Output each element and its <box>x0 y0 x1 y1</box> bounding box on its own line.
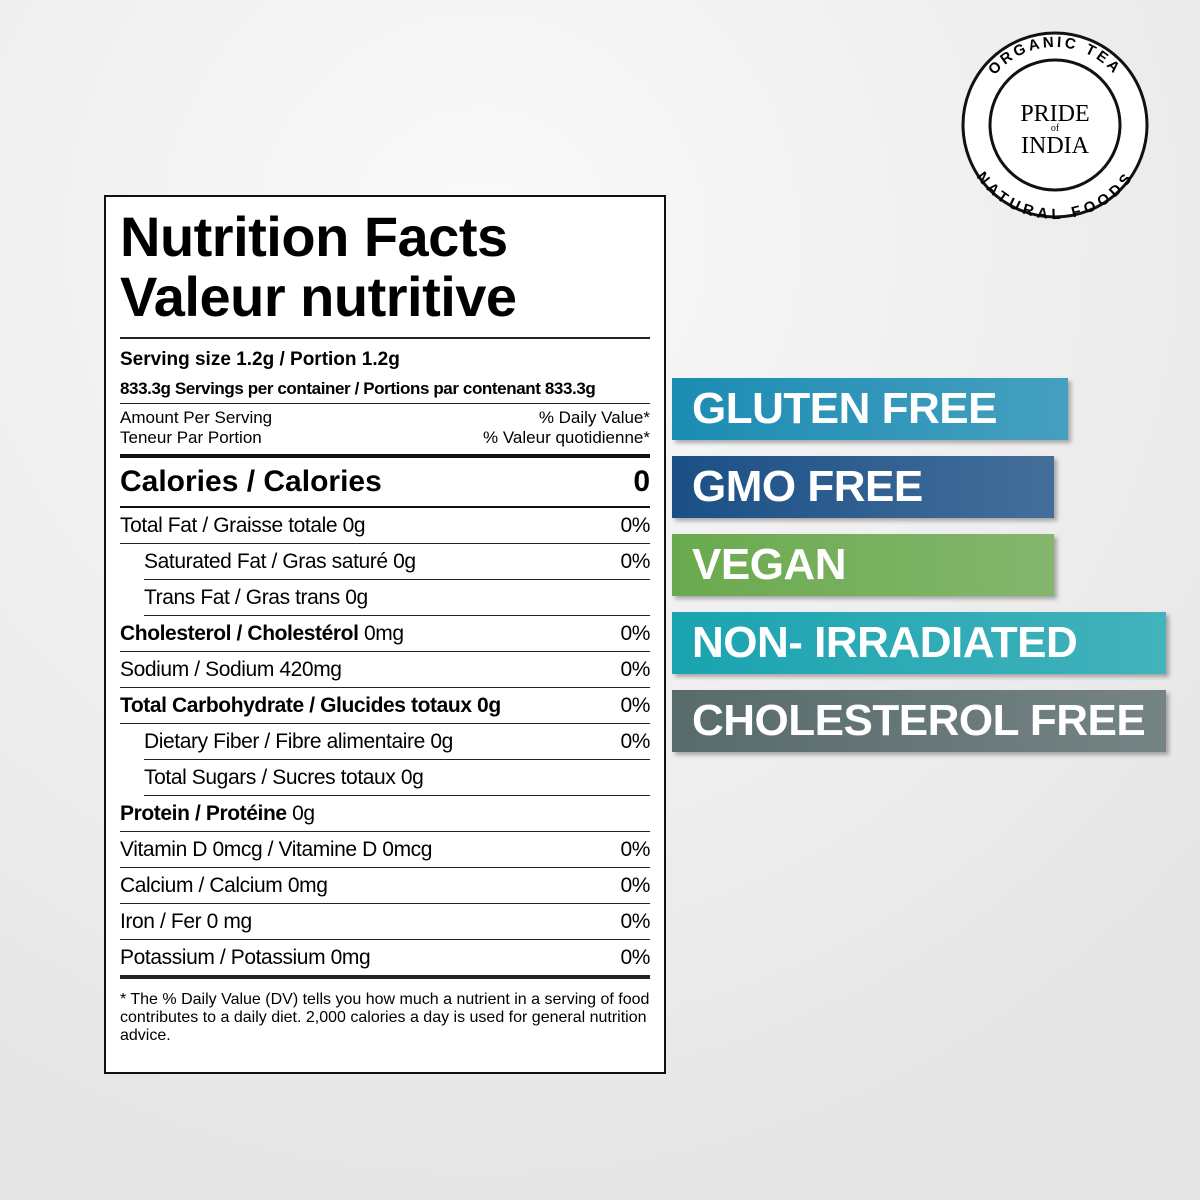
footnote: * The % Daily Value (DV) tells you how m… <box>120 991 650 1044</box>
nutrient-name: Cholesterol / Cholestérol <box>120 621 359 645</box>
title: Nutrition Facts <box>120 205 508 268</box>
badge: NON- IRRADIATED <box>672 612 1166 674</box>
nutrient-amount: 0g <box>345 585 368 609</box>
nutrient: Total Carbohydrate / Glucides totaux 0g <box>120 694 501 718</box>
nutrient: Saturated Fat / Gras saturé 0g <box>144 550 416 574</box>
nutrient-name: Calcium / Calcium <box>120 873 283 897</box>
logo: ORGANIC TEA NATURAL FOODS PRIDE of INDIA <box>961 31 1149 224</box>
nutrient: Iron / Fer 0 mg <box>120 910 252 934</box>
nutrient-row: Total Carbohydrate / Glucides totaux 0g 0… <box>120 688 650 724</box>
brand-of: of <box>1051 123 1060 134</box>
nutrient-name: Trans Fat / Gras trans <box>144 585 340 609</box>
nutrition-label: Nutrition Facts Valeur nutritive Serving… <box>104 195 666 1074</box>
dv-fr: % Valeur quotidienne* <box>483 428 650 447</box>
nutrient-name: Potassium / Potassium <box>120 945 326 969</box>
nutrient: Cholesterol / Cholestérol 0mg <box>120 622 404 646</box>
nutrient-name: Total Carbohydrate / Glucides totaux 0g <box>120 693 501 717</box>
nutrient-row: Cholesterol / Cholestérol 0mg 0% <box>120 616 650 652</box>
badge: GLUTEN FREE <box>672 378 1068 440</box>
nutrient-amount: 0mcg <box>382 837 433 861</box>
nutrient-row: Trans Fat / Gras trans 0g <box>144 580 650 616</box>
brand-line: PRIDE <box>1020 101 1089 127</box>
badge: GMO FREE <box>672 456 1054 518</box>
nutrient-amount: 0mg <box>330 945 371 969</box>
nutrient: Potassium / Potassium 0mg <box>120 945 371 970</box>
nutrient-name: Protein / Protéine <box>120 801 287 825</box>
nutrient-amount: 0g <box>393 549 416 573</box>
nutrient-row: Total Fat / Graisse totale 0g 0% <box>120 508 650 544</box>
daily-value: 0% <box>620 549 650 573</box>
nutrient: Vitamin D 0mcg / Vitamine D 0mcg <box>120 838 432 862</box>
nutrient-name: Dietary Fiber / Fibre alimentaire <box>144 729 425 753</box>
nutrient-amount: 0g <box>430 729 453 753</box>
nutrient-amount: 420mg <box>279 657 342 681</box>
daily-value: 0% <box>620 945 650 969</box>
daily-value: 0% <box>620 873 650 897</box>
nutrient-amount: 0mg <box>287 873 328 897</box>
dv: % Daily Value* <box>538 408 650 427</box>
nutrient: Protein / Protéine 0g <box>120 802 315 826</box>
amount: Amount Per Serving <box>120 408 273 427</box>
badge: CHOLESTEROL FREE <box>672 690 1166 752</box>
nutrient-name: Sodium / Sodium <box>120 657 274 681</box>
nutrient-amount: 0g <box>400 765 424 789</box>
nutrient-row: Saturated Fat / Gras saturé 0g 0% <box>144 544 650 580</box>
nutrient-row: Dietary Fiber / Fibre alimentaire 0g 0% <box>144 724 650 760</box>
calories-value: 0 <box>633 465 650 498</box>
daily-value: 0% <box>620 909 650 933</box>
nutrient: Total Sugars / Sucres totaux 0g <box>144 765 424 790</box>
nutrient: Sodium / Sodium 420mg <box>120 658 342 682</box>
daily-value: 0% <box>620 693 650 717</box>
daily-value: 0% <box>620 621 650 645</box>
nutrient-row: Vitamin D 0mcg / Vitamine D 0mcg 0% <box>120 832 650 868</box>
calories-label: Calories / Calories <box>120 465 382 498</box>
nutrient-amount: 0g <box>292 801 315 825</box>
nutrient-name: Total Fat / Graisse totale <box>120 513 338 537</box>
nutrient-name: Saturated Fat / Gras saturé <box>144 549 388 573</box>
serving: Serving size 1.2g / Portion 1.2g <box>120 349 400 370</box>
nutrient-row: Iron / Fer 0 mg 0% <box>120 904 650 940</box>
nutrient-row: Sodium / Sodium 420mg 0% <box>120 652 650 688</box>
nutrient-amount: 0g <box>342 513 366 537</box>
nutrient-amount: 0 mg <box>206 909 252 933</box>
daily-value: 0% <box>620 837 650 861</box>
title-fr: Valeur nutritive <box>120 265 517 328</box>
daily-value: 0% <box>620 513 650 537</box>
nutrient: Total Fat / Graisse totale 0g <box>120 513 366 538</box>
nutrient-amount: 0mg <box>363 621 404 645</box>
badge: VEGAN <box>672 534 1054 596</box>
nutrient-row: Potassium / Potassium 0mg 0% <box>120 940 650 976</box>
nutrient-name: Total Sugars / Sucres totaux <box>144 765 396 789</box>
nutrient-row: Total Sugars / Sucres totaux 0g <box>144 760 650 796</box>
nutrient-row: Calcium / Calcium 0mg 0% <box>120 868 650 904</box>
amount-fr: Teneur Par Portion <box>120 428 262 447</box>
daily-value: 0% <box>620 729 650 753</box>
nutrient: Trans Fat / Gras trans 0g <box>144 586 368 610</box>
daily-value: 0% <box>620 657 650 681</box>
servings-per: 833.3g Servings per container / Portions… <box>120 379 650 404</box>
nutrient: Dietary Fiber / Fibre alimentaire 0g <box>144 730 453 754</box>
nutrient-name: Vitamin D 0mcg / Vitamine D <box>120 837 377 861</box>
nutrient-row: Protein / Protéine 0g <box>120 796 650 832</box>
nutrient-name: Iron / Fer <box>120 909 202 933</box>
nutrient: Calcium / Calcium 0mg <box>120 874 328 898</box>
brand-line: INDIA <box>1021 133 1090 159</box>
